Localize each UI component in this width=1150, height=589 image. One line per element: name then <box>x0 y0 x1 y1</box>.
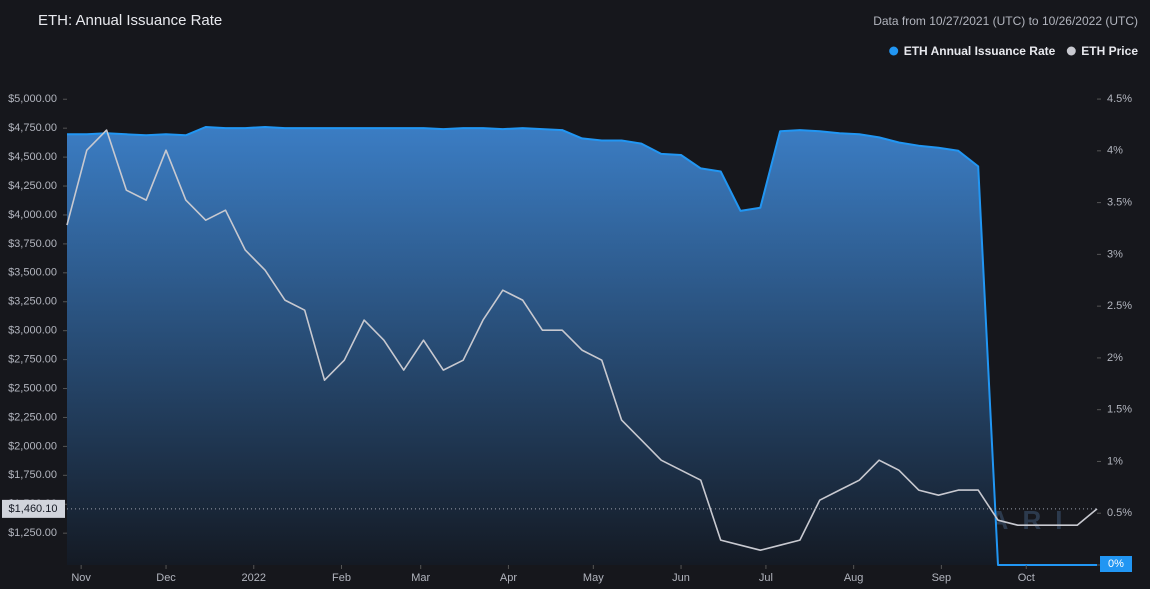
legend-marker <box>1066 46 1076 56</box>
y-tick-label: $5,000.00 <box>8 93 57 105</box>
x-tick-label: Aug <box>844 572 864 584</box>
price-marker-label: $1,460.10 <box>9 503 58 515</box>
x-tick-label: Mar <box>411 572 430 584</box>
line <box>66 129 1098 551</box>
y-tick-label: $2,000.00 <box>8 440 57 452</box>
y-tick-label: $2,250.00 <box>8 411 57 423</box>
legend-label: ETH Price <box>1081 44 1138 58</box>
y-tick-label: $2,500.00 <box>8 382 57 394</box>
y-tick-label: $1,750.00 <box>8 469 57 481</box>
legend-label: ETH Annual Issuance Rate <box>904 44 1056 58</box>
y-tick-label: $2,750.00 <box>8 354 57 366</box>
y-tick-label: $3,250.00 <box>8 296 57 308</box>
y2-tick-label: 2% <box>1107 352 1123 364</box>
x-tick-label: Apr <box>500 572 517 584</box>
y-tick-label: $3,000.00 <box>8 325 57 337</box>
x-tick-label: Feb <box>332 572 351 584</box>
y2-tick-label: 3% <box>1107 248 1123 260</box>
line <box>67 126 1097 566</box>
y-tick-label: $4,500.00 <box>8 151 57 163</box>
y2-tick-label: 3.5% <box>1107 197 1132 209</box>
chart-title: ETH: Annual Issuance Rate <box>38 12 222 29</box>
y2-tick-label: 4.5% <box>1107 93 1132 105</box>
legend-marker <box>889 46 899 56</box>
y-tick-label: $4,000.00 <box>8 209 57 221</box>
y-tick-label: $3,750.00 <box>8 238 57 250</box>
y2-tick-label: 0.5% <box>1107 507 1132 519</box>
y-tick-label: $4,750.00 <box>8 122 57 134</box>
x-tick-label: Dec <box>156 572 176 584</box>
y-tick-label: $1,250.00 <box>8 527 57 539</box>
x-tick-label: 2022 <box>242 572 266 584</box>
area <box>67 127 1097 565</box>
x-tick-label: Jun <box>672 572 690 584</box>
y-tick-label: $4,250.00 <box>8 180 57 192</box>
x-tick-label: Jul <box>759 572 773 584</box>
price-marker-box <box>2 499 65 518</box>
chart-subtitle: Data from 10/27/2021 (UTC) to 10/26/2022… <box>873 14 1138 28</box>
y2-tick-label: 4% <box>1107 145 1123 157</box>
y2-tick-label: 0% <box>1108 558 1124 570</box>
y2-tick-label: 1.5% <box>1107 404 1132 416</box>
y2-current-box <box>1100 556 1132 572</box>
y-tick-label: $3,500.00 <box>8 267 57 279</box>
x-tick-label: May <box>583 572 604 584</box>
x-tick-label: Sep <box>932 572 952 584</box>
y2-tick-label: 2.5% <box>1107 300 1132 312</box>
y2-tick-label: 1% <box>1107 455 1123 467</box>
x-tick-label: Oct <box>1018 572 1035 584</box>
x-tick-label: Nov <box>71 572 91 584</box>
